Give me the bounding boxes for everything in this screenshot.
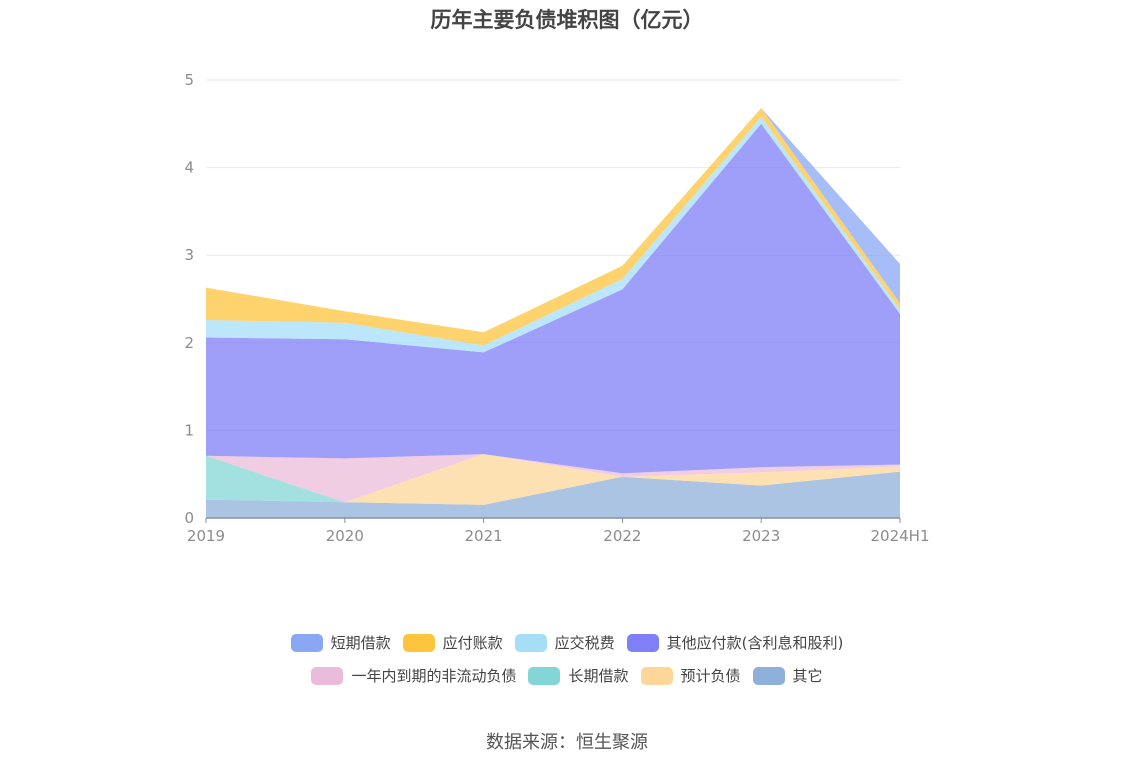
legend-label: 应交税费 [554, 634, 615, 652]
legend-swatch [290, 633, 323, 652]
legend-item[interactable]: 一年内到期的非流动负债 [311, 665, 516, 686]
legend-swatch [626, 633, 659, 652]
legend-item[interactable]: 其他应付款(含利息和股利) [626, 632, 844, 653]
y-tick-label: 3 [184, 246, 194, 264]
area-series-layer [206, 108, 900, 518]
legend-swatch [402, 633, 435, 652]
area-series-2 [206, 454, 900, 503]
x-tick-label: 2023 [742, 527, 780, 545]
legend-swatch [311, 666, 344, 685]
stacked-area-chart: 0 1 2 3 4 5 2019 2020 2021 2022 2023 2024H1 [184, 71, 929, 545]
legend-swatch [514, 633, 547, 652]
legend-label: 应付账款 [442, 634, 503, 652]
legend: 短期借款 应付账款 应交税费 其他应付款(含利息和股利) 一年内到期的非流动负债 长期借款… [0, 626, 1134, 692]
area-series-4 [206, 123, 900, 474]
legend-label: 长期借款 [568, 667, 629, 685]
legend-item[interactable]: 应交税费 [514, 632, 615, 653]
area-series-3 [206, 454, 900, 503]
axes: 0 1 2 3 4 5 2019 2020 2021 2022 2023 2024H1 [184, 71, 929, 545]
chart-title: 历年主要负债堆积图（亿元） [430, 8, 704, 32]
legend-row: 一年内到期的非流动负债 长期借款 预计负债 其它 [0, 659, 1134, 692]
x-tick-label: 2019 [187, 527, 225, 545]
legend-label: 预计负债 [680, 667, 741, 685]
x-tick-label: 2022 [603, 527, 641, 545]
y-tick-label: 0 [184, 509, 194, 527]
legend-swatch [752, 666, 785, 685]
legend-label: 其他应付款(含利息和股利) [666, 634, 844, 652]
legend-item[interactable]: 预计负债 [640, 665, 741, 686]
legend-item[interactable]: 短期借款 [290, 632, 391, 653]
legend-item[interactable]: 应付账款 [402, 632, 503, 653]
x-tick-label: 2021 [465, 527, 503, 545]
legend-label: 其它 [792, 667, 823, 685]
y-tick-label: 5 [184, 71, 194, 89]
x-tick-label: 2020 [326, 527, 364, 545]
legend-row: 短期借款 应付账款 应交税费 其他应付款(含利息和股利) [0, 626, 1134, 659]
legend-item[interactable]: 其它 [752, 665, 823, 686]
legend-swatch [528, 666, 561, 685]
area-series-5 [206, 116, 900, 353]
legend-swatch [640, 666, 673, 685]
area-series-0 [206, 471, 900, 518]
y-tick-label: 4 [184, 159, 194, 177]
legend-label: 一年内到期的非流动负债 [351, 667, 517, 685]
x-tick-label: 2024H1 [871, 527, 930, 545]
legend-label: 短期借款 [330, 634, 391, 652]
y-tick-label: 1 [184, 421, 194, 439]
y-tick-label: 2 [184, 334, 194, 352]
area-series-1 [206, 454, 900, 505]
legend-item[interactable]: 长期借款 [528, 665, 629, 686]
data-source-note: 数据来源：恒生聚源 [486, 732, 648, 753]
